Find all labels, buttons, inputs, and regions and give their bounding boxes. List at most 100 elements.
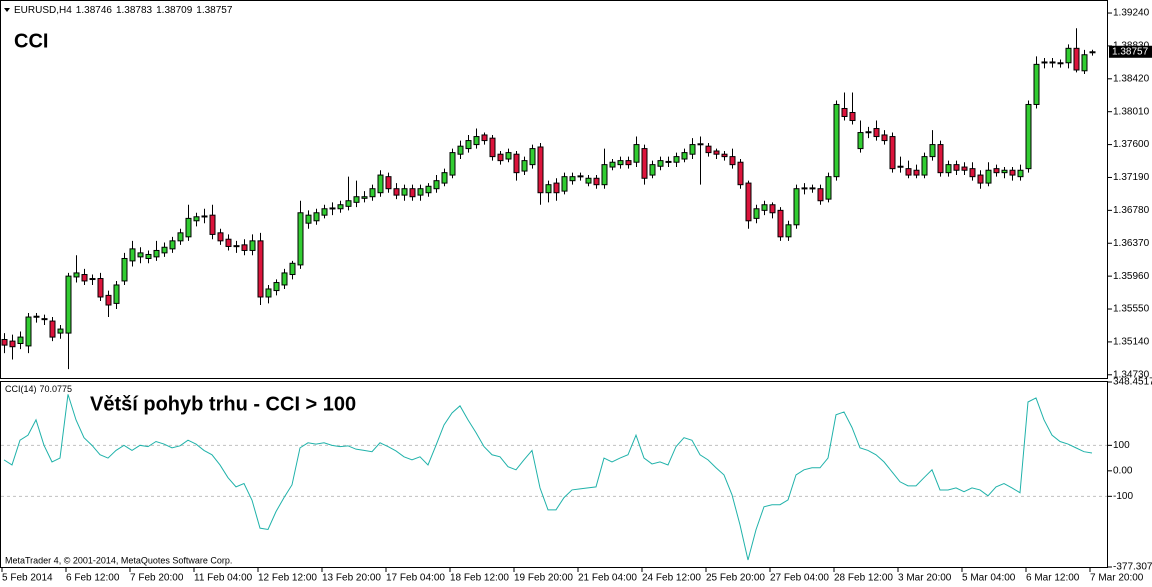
candle-body	[297, 212, 304, 266]
candle-body	[153, 249, 160, 258]
candle-body	[449, 152, 456, 176]
y-tick-label: 1.36370	[1113, 238, 1150, 249]
candle-body	[833, 103, 840, 178]
candle-body	[825, 176, 832, 200]
x-tick-label: 7 Mar 20:00	[1090, 573, 1144, 584]
y-tick-label: 1.39240	[1113, 8, 1150, 19]
candle-body	[857, 132, 864, 150]
candle-body	[81, 274, 88, 282]
y-tick-label: 1.35550	[1113, 304, 1150, 315]
candle-body	[113, 284, 120, 304]
candle-body	[377, 174, 384, 194]
candle-body	[617, 160, 624, 166]
candle-body	[641, 148, 648, 179]
indicator-name: CCI(14)	[5, 384, 37, 394]
candle-body	[1049, 61, 1056, 64]
candle-body	[905, 168, 912, 176]
candle-body	[977, 174, 984, 184]
symbol: EURUSD,H4	[14, 5, 72, 16]
x-tick-label: 5 Feb 2014	[2, 573, 53, 584]
candle-body	[497, 153, 504, 162]
candle-body	[1033, 63, 1040, 105]
y-tick-label: 348.4517	[1113, 377, 1152, 388]
candle-body	[961, 166, 968, 171]
candle-body	[457, 145, 464, 155]
candle-body	[849, 111, 856, 122]
y-tick-label: 1.38010	[1113, 106, 1150, 117]
candle-body	[433, 180, 440, 190]
open-value: 1.38746	[76, 5, 113, 16]
candle-body	[537, 146, 544, 194]
candle-body	[625, 160, 632, 166]
candle-body	[361, 196, 368, 199]
candle-body	[209, 214, 216, 235]
x-tick-label: 21 Feb 04:00	[578, 573, 637, 584]
candle-body	[225, 238, 232, 247]
candle-body	[1065, 47, 1072, 64]
y-tick-label: 1.35960	[1113, 271, 1150, 282]
candle-body	[761, 204, 768, 211]
y-tick-label: 1.38420	[1113, 73, 1150, 84]
high-value: 1.38783	[116, 5, 153, 16]
x-tick-label: 7 Feb 20:00	[130, 573, 184, 584]
x-tick-label: 13 Feb 20:00	[322, 573, 381, 584]
indicator-value: 70.0775	[40, 384, 73, 394]
price-label: 1.38757	[1112, 46, 1149, 57]
candle-body	[425, 185, 432, 194]
y-tick-label: -377.3073	[1113, 562, 1152, 573]
y-tick-label: 0.00	[1113, 465, 1133, 476]
candle-body	[1, 338, 8, 346]
candle-body	[305, 214, 312, 224]
x-tick-label: 25 Feb 20:00	[706, 573, 765, 584]
candle-body	[73, 272, 80, 278]
candle-body	[345, 200, 352, 207]
candle-body	[921, 156, 928, 176]
candle-body	[289, 262, 296, 276]
candle-body	[729, 156, 736, 166]
indicator-panel	[0, 381, 1108, 568]
low-value: 1.38709	[156, 5, 193, 16]
candle-body	[865, 131, 872, 134]
candle-body	[185, 217, 192, 238]
candle-body	[329, 207, 336, 210]
candle-body	[337, 204, 344, 210]
candle-body	[409, 188, 416, 198]
candle-body	[1001, 169, 1008, 174]
candle-body	[105, 294, 112, 306]
cci-line	[3, 394, 1093, 561]
candle-body	[945, 164, 952, 174]
candle-body	[873, 128, 880, 138]
candle-body	[817, 188, 824, 202]
x-tick-label: 27 Feb 04:00	[770, 573, 829, 584]
candle-body	[441, 172, 448, 184]
candle-body	[217, 232, 224, 242]
candle-body	[1017, 169, 1024, 178]
menu-icon[interactable]	[4, 8, 10, 12]
candle-body	[49, 320, 56, 338]
candle-body	[969, 168, 976, 178]
candle-body	[801, 187, 808, 190]
candle-body	[369, 188, 376, 198]
candle-body	[521, 160, 528, 172]
x-tick-label: 24 Feb 12:00	[642, 573, 701, 584]
x-tick-label: 12 Feb 12:00	[258, 573, 317, 584]
candle-body	[561, 176, 568, 192]
candle-body	[393, 188, 400, 196]
candle-body	[121, 257, 128, 282]
candle-body	[41, 318, 48, 321]
candle-body	[257, 240, 264, 298]
candle-body	[633, 144, 640, 163]
candle-body	[1081, 54, 1088, 72]
candle-body	[529, 148, 536, 166]
candle-body	[313, 212, 320, 222]
y-tick-label: 1.37600	[1113, 139, 1150, 150]
y-tick-label: 100	[1113, 440, 1130, 451]
copyright: MetaTrader 4, © 2001-2014, MetaQuotes So…	[5, 555, 232, 565]
candle-body	[281, 272, 288, 286]
candle-body	[1057, 62, 1064, 65]
price-box	[1109, 45, 1152, 58]
annotation-title: Větší pohyb trhu - CCI > 100	[90, 393, 356, 415]
candle-body	[769, 204, 776, 214]
candle-body	[673, 156, 680, 163]
